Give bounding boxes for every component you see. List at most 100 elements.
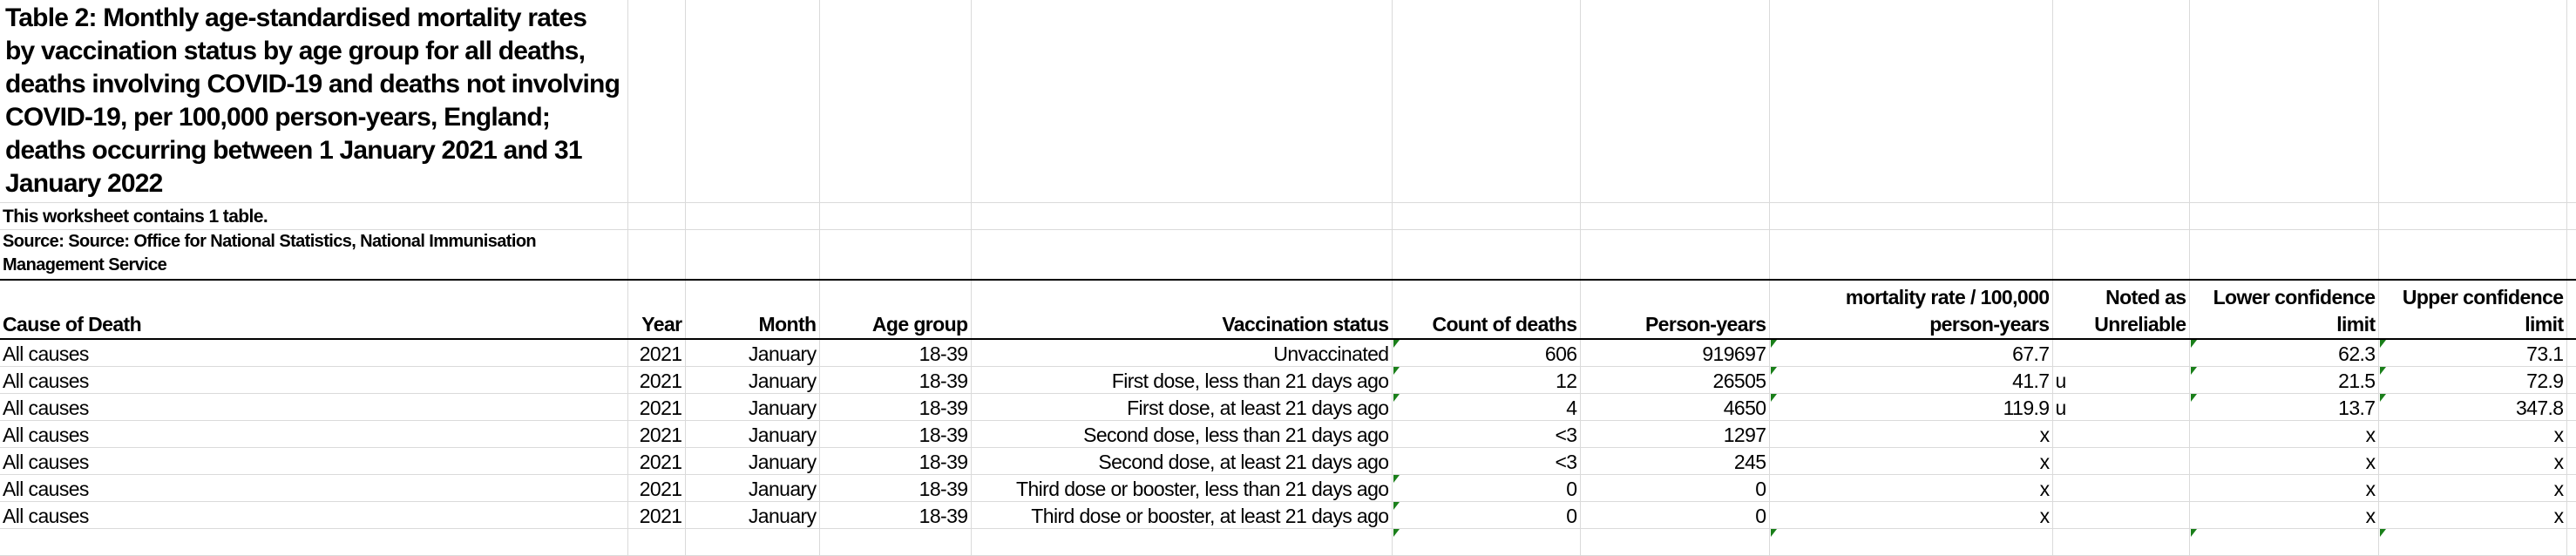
cell-age-group[interactable]: 18-39 <box>819 339 972 367</box>
header-year[interactable]: Year <box>627 280 686 340</box>
source-note[interactable]: Source: Source: Office for National Stat… <box>0 229 628 281</box>
cell-year[interactable]: 2021 <box>627 339 686 367</box>
cell-cause[interactable]: All causes <box>0 447 628 475</box>
header-mortality-rate[interactable]: mortality rate / 100,000 person-years <box>1769 280 2053 340</box>
cell-vaccination-status[interactable]: Second dose, at least 21 days ago <box>971 447 1393 475</box>
header-cause-of-death[interactable]: Cause of Death <box>0 280 628 340</box>
header-vaccination-status[interactable]: Vaccination status <box>971 280 1393 340</box>
cell-count-of-deaths[interactable]: 0 <box>1392 501 1581 529</box>
cell-mortality-rate[interactable]: x <box>1769 447 2053 475</box>
cell-year[interactable]: 2021 <box>627 447 686 475</box>
cell-vaccination-status[interactable]: First dose, at least 21 days ago <box>971 393 1393 421</box>
cell-lower-ci[interactable]: x <box>2189 501 2379 529</box>
cell-age-group[interactable]: 18-39 <box>819 420 972 448</box>
cell-month[interactable]: January <box>685 366 820 394</box>
header-row: Cause of Death Year Month Age group Vacc… <box>0 280 2576 340</box>
cell-person-years[interactable]: 4650 <box>1580 393 1770 421</box>
cell-count-of-deaths[interactable]: <3 <box>1392 447 1581 475</box>
table-row-partial <box>0 528 2576 556</box>
cell-noted-unreliable[interactable]: u <box>2052 393 2190 421</box>
cell-cause[interactable]: All causes <box>0 393 628 421</box>
cell-person-years[interactable]: 0 <box>1580 501 1770 529</box>
header-upper-ci[interactable]: Upper confidence limit <box>2378 280 2567 340</box>
cell-count-of-deaths[interactable]: 4 <box>1392 393 1581 421</box>
cell-cause[interactable]: All causes <box>0 501 628 529</box>
cell-vaccination-status[interactable]: Third dose or booster, less than 21 days… <box>971 474 1393 502</box>
cell-noted-unreliable[interactable] <box>2052 474 2190 502</box>
cell-mortality-rate[interactable]: 67.7 <box>1769 339 2053 367</box>
header-person-years[interactable]: Person-years <box>1580 280 1770 340</box>
cell-cause[interactable]: All causes <box>0 420 628 448</box>
cell-upper-ci[interactable]: 72.9 <box>2378 366 2567 394</box>
cell-lower-ci[interactable]: 62.3 <box>2189 339 2379 367</box>
cell-vaccination-status[interactable]: Unvaccinated <box>971 339 1393 367</box>
cell-noted-unreliable[interactable] <box>2052 447 2190 475</box>
cell-cause[interactable]: All causes <box>0 339 628 367</box>
cell-noted-unreliable[interactable] <box>2052 339 2190 367</box>
cell-age-group[interactable]: 18-39 <box>819 393 972 421</box>
cell-mortality-rate[interactable]: x <box>1769 501 2053 529</box>
cell-mortality-rate[interactable]: x <box>1769 420 2053 448</box>
cell-age-group[interactable]: 18-39 <box>819 366 972 394</box>
cell-month[interactable]: January <box>685 420 820 448</box>
table-row: All causes 2021 January 18-39 First dose, le… <box>0 366 2576 394</box>
cell-upper-ci[interactable]: x <box>2378 474 2567 502</box>
header-count-of-deaths[interactable]: Count of deaths <box>1392 280 1581 340</box>
cell-vaccination-status[interactable]: Second dose, less than 21 days ago <box>971 420 1393 448</box>
cell-mortality-rate[interactable]: x <box>1769 474 2053 502</box>
cell-person-years[interactable]: 245 <box>1580 447 1770 475</box>
cell-lower-ci[interactable]: 21.5 <box>2189 366 2379 394</box>
cell-age-group[interactable]: 18-39 <box>819 474 972 502</box>
table-row: All causes 2021 January 18-39 Third dose or … <box>0 474 2576 502</box>
cell-lower-ci[interactable]: x <box>2189 420 2379 448</box>
cell-cause[interactable]: All causes <box>0 474 628 502</box>
table-title[interactable]: Table 2: Monthly age-standardised mortal… <box>0 0 628 203</box>
table-row: All causes 2021 January 18-39 Unvaccinated 60… <box>0 339 2576 367</box>
cell-month[interactable]: January <box>685 339 820 367</box>
cell-upper-ci[interactable]: x <box>2378 501 2567 529</box>
cell-mortality-rate[interactable]: 41.7 <box>1769 366 2053 394</box>
cell-count-of-deaths[interactable]: 606 <box>1392 339 1581 367</box>
cell-person-years[interactable]: 1297 <box>1580 420 1770 448</box>
cell-noted-unreliable[interactable]: u <box>2052 366 2190 394</box>
header-age-group[interactable]: Age group <box>819 280 972 340</box>
cell-count-of-deaths[interactable]: 12 <box>1392 366 1581 394</box>
cell-noted-unreliable[interactable] <box>2052 420 2190 448</box>
cell-upper-ci[interactable]: x <box>2378 447 2567 475</box>
cell-count-of-deaths[interactable]: 0 <box>1392 474 1581 502</box>
cell-lower-ci[interactable]: 13.7 <box>2189 393 2379 421</box>
cell-year[interactable]: 2021 <box>627 366 686 394</box>
table-row: All causes 2021 January 18-39 Third dose or … <box>0 501 2576 529</box>
cell-person-years[interactable]: 26505 <box>1580 366 1770 394</box>
cell-month[interactable]: January <box>685 447 820 475</box>
table-row: All causes 2021 January 18-39 Second dose, a… <box>0 447 2576 475</box>
cell-cause[interactable]: All causes <box>0 366 628 394</box>
cell-upper-ci[interactable]: 347.8 <box>2378 393 2567 421</box>
cell-count-of-deaths[interactable]: <3 <box>1392 420 1581 448</box>
cell-mortality-rate[interactable]: 119.9 <box>1769 393 2053 421</box>
cell-vaccination-status[interactable]: First dose, less than 21 days ago <box>971 366 1393 394</box>
worksheet-note[interactable]: This worksheet contains 1 table. <box>0 202 628 230</box>
header-noted-unreliable[interactable]: Noted as Unreliable <box>2052 280 2190 340</box>
cell-age-group[interactable]: 18-39 <box>819 501 972 529</box>
cell-year[interactable]: 2021 <box>627 501 686 529</box>
cell-lower-ci[interactable]: x <box>2189 474 2379 502</box>
cell-year[interactable]: 2021 <box>627 393 686 421</box>
cell-month[interactable]: January <box>685 393 820 421</box>
cell-lower-ci[interactable]: x <box>2189 447 2379 475</box>
cell-upper-ci[interactable]: x <box>2378 420 2567 448</box>
cell-year[interactable]: 2021 <box>627 420 686 448</box>
cell-vaccination-status[interactable]: Third dose or booster, at least 21 days … <box>971 501 1393 529</box>
cell-year[interactable]: 2021 <box>627 474 686 502</box>
cell-upper-ci[interactable]: 73.1 <box>2378 339 2567 367</box>
table-row: All causes 2021 January 18-39 First dose, at… <box>0 393 2576 421</box>
header-month[interactable]: Month <box>685 280 820 340</box>
cell-age-group[interactable]: 18-39 <box>819 447 972 475</box>
cell-noted-unreliable[interactable] <box>2052 501 2190 529</box>
cell-person-years[interactable]: 0 <box>1580 474 1770 502</box>
cell-month[interactable]: January <box>685 474 820 502</box>
header-lower-ci[interactable]: Lower confidence limit <box>2189 280 2379 340</box>
cell-person-years[interactable]: 919697 <box>1580 339 1770 367</box>
cell-month[interactable]: January <box>685 501 820 529</box>
